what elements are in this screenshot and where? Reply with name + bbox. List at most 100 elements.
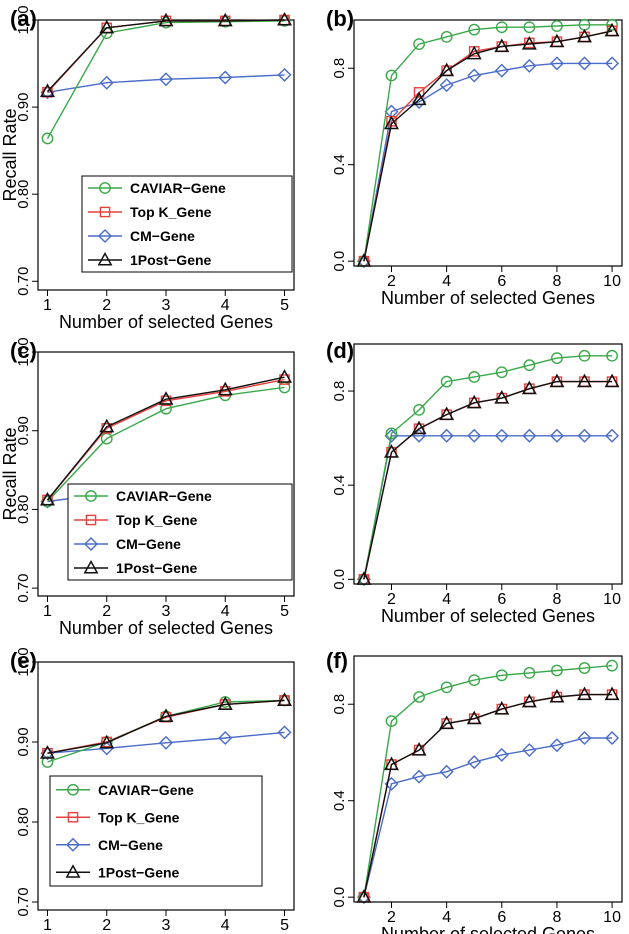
x-tick-label: 6 [497, 273, 506, 290]
data-point [40, 491, 55, 506]
legend-marker [85, 490, 97, 502]
data-point [99, 19, 115, 34]
chart-panel-c: (c) 0.70 0.80 0.90 1.00 1 2 3 4 5 Number of select… [0, 337, 295, 638]
data-point [577, 686, 592, 701]
data-point [277, 11, 292, 26]
x-tick-label: 4 [221, 917, 230, 934]
y-tick-label: 1.00 [15, 647, 32, 676]
x-tick-label: 10 [603, 273, 621, 290]
data-point [522, 743, 537, 758]
data-point [549, 56, 564, 71]
x-tick-label: 8 [552, 909, 561, 926]
data-point [577, 428, 592, 443]
data-point [467, 68, 482, 83]
data-point [159, 72, 173, 87]
data-point [523, 359, 536, 372]
series-1post-gene [356, 686, 620, 903]
data-point [494, 63, 509, 78]
x-tick-label: 1 [43, 297, 52, 314]
legend-label: CM−Gene [98, 837, 163, 853]
y-axis-label: Recall Rate [0, 427, 20, 520]
series-1post-gene [40, 11, 292, 97]
series-line [46, 386, 285, 502]
x-axis-label: Number of selected Genes [59, 618, 273, 638]
y-tick-label: 1.00 [15, 5, 32, 34]
x-tick-label: 8 [552, 591, 561, 608]
x-tick-label: 2 [102, 297, 111, 314]
data-point [551, 20, 563, 32]
data-point [605, 56, 620, 71]
data-point [413, 38, 425, 51]
series-line [363, 24, 613, 262]
data-point [356, 571, 372, 585]
data-point [522, 58, 537, 73]
legend-label: CM−Gene [116, 536, 181, 552]
data-point [495, 21, 508, 34]
y-tick-label: 0.4 [331, 154, 348, 175]
data-point [494, 700, 510, 715]
data-point [577, 373, 592, 388]
series-line [363, 693, 613, 898]
series-line [47, 74, 285, 93]
data-point [577, 28, 592, 43]
chart-panel-d: (d) 0.0 0.4 0.8 2 4 6 8 10 Number of selected Gen… [326, 338, 623, 626]
series-top-k-gene [358, 25, 618, 267]
data-point [356, 253, 372, 267]
legend-label: CAVIAR−Gene [130, 180, 226, 196]
data-point [522, 428, 537, 443]
y-tick-label: 0.0 [331, 887, 348, 908]
series-1post-gene [356, 22, 620, 267]
data-point [466, 710, 482, 725]
y-tick-label: 0.8 [331, 381, 348, 402]
x-tick-label: 3 [162, 297, 171, 314]
y-tick-label: 0.70 [15, 887, 32, 916]
plot-frame [353, 19, 623, 267]
x-tick-label: 4 [221, 297, 230, 314]
x-tick-label: 5 [280, 297, 289, 314]
data-point [440, 681, 453, 694]
x-tick-label: 6 [497, 591, 506, 608]
data-point [467, 755, 482, 770]
series-caviar-gene [358, 18, 618, 268]
data-point [99, 734, 115, 749]
data-point [217, 381, 233, 396]
data-point [413, 403, 425, 416]
series-cm-gene [356, 428, 620, 587]
series-line [47, 699, 285, 754]
data-point [277, 692, 292, 706]
data-point [466, 394, 482, 409]
data-point [41, 132, 54, 145]
y-tick-label: 0.70 [15, 267, 32, 296]
data-point [494, 747, 509, 762]
chart-panel-b: (b) 0.0 0.4 0.8 2 4 6 8 10 Number of selected Gen… [326, 6, 623, 308]
x-tick-label: 4 [442, 591, 451, 608]
data-point [467, 428, 482, 443]
y-tick-label: 0.8 [331, 58, 348, 79]
data-point [468, 23, 481, 36]
y-tick-label: 0.90 [15, 416, 32, 445]
series-cm-gene [40, 67, 292, 100]
data-point [549, 33, 565, 48]
data-point [549, 738, 564, 753]
data-point [411, 741, 427, 756]
data-point [549, 688, 565, 703]
data-point [277, 369, 292, 383]
x-tick-label: 2 [102, 917, 111, 934]
series-line [363, 693, 613, 898]
data-point [495, 366, 508, 379]
legend-marker [65, 864, 81, 878]
data-point [495, 669, 508, 682]
data-point [605, 731, 620, 745]
data-point [217, 696, 233, 710]
x-tick-label: 2 [387, 909, 396, 926]
data-point [521, 36, 537, 50]
data-point [439, 78, 454, 93]
data-point [218, 70, 233, 85]
x-tick-label: 4 [442, 909, 451, 926]
y-tick-label: 0.80 [15, 180, 32, 209]
data-point [277, 725, 292, 740]
x-tick-label: 5 [280, 917, 289, 934]
data-point [605, 428, 620, 443]
legend-label: Top K_Gene [116, 512, 198, 528]
data-point [158, 391, 174, 405]
